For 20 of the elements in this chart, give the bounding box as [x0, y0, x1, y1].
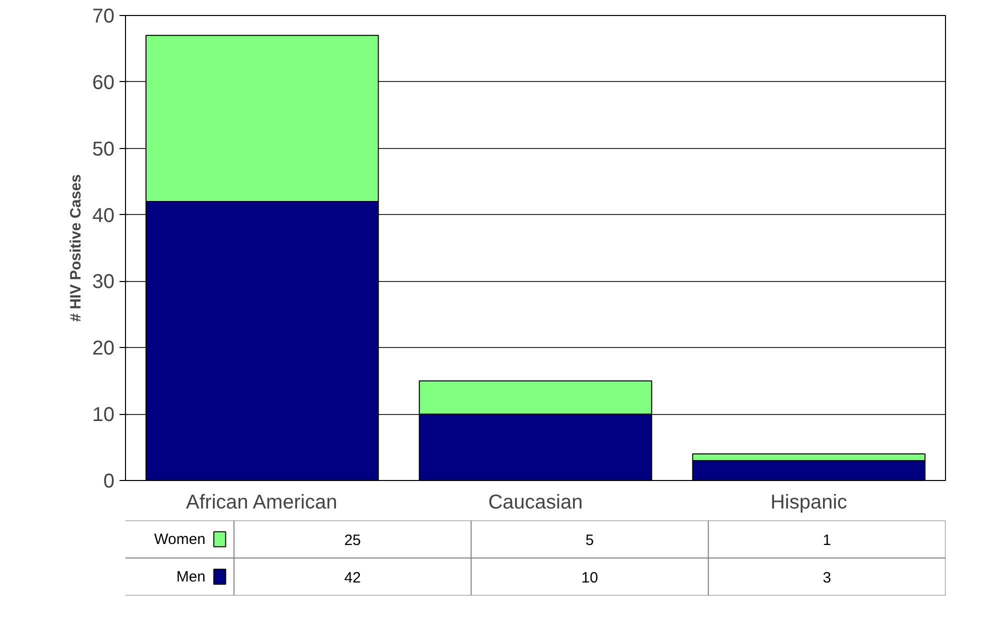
y-tick-label: 60	[92, 72, 115, 94]
y-tick-label: 20	[92, 338, 115, 360]
data-label: 1	[822, 532, 832, 549]
legend-label: Men	[176, 568, 206, 586]
y-tick-label: 40	[92, 204, 115, 227]
data-label: 10	[581, 569, 598, 586]
y-tick-label: 30	[92, 271, 115, 294]
y-tick-label: 50	[92, 138, 115, 160]
x-tick-label: African American	[186, 492, 338, 514]
legend-label: Women	[154, 530, 206, 548]
y-tick-label: 70	[92, 6, 115, 28]
data-label: 25	[344, 532, 361, 549]
data-label: 42	[344, 569, 361, 586]
y-tick-label: 10	[92, 404, 115, 426]
data-label: 5	[586, 532, 594, 549]
y-axis-title: # HIV Positive Cases	[67, 174, 84, 322]
y-tick-label: 0	[103, 470, 114, 492]
x-tick-label: Caucasian	[488, 492, 583, 514]
data-label: 3	[822, 569, 832, 586]
x-tick-label: Hispanic	[770, 492, 848, 514]
